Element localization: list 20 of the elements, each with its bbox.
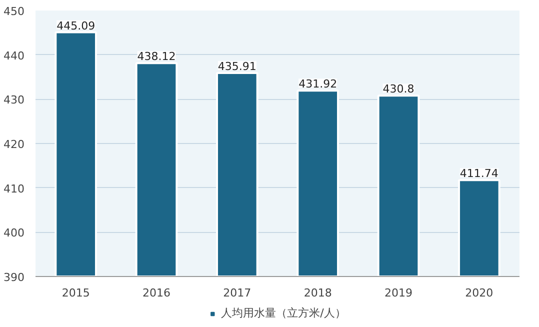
data-label: 445.09 bbox=[56, 19, 96, 32]
data-label: 435.91 bbox=[218, 60, 256, 73]
y-tick-label: 400 bbox=[4, 226, 25, 240]
y-tick-label: 440 bbox=[4, 49, 25, 62]
data-label: 430.8 bbox=[382, 82, 414, 96]
data-label: 411.74 bbox=[460, 167, 498, 180]
y-tick-label: 420 bbox=[4, 138, 25, 151]
x-tick-label: 2015 bbox=[62, 286, 90, 300]
x-tick-label: 2016 bbox=[142, 286, 171, 300]
x-tick-label: 2017 bbox=[223, 286, 252, 300]
y-tick-label: 430 bbox=[4, 94, 25, 107]
data-label: 431.92 bbox=[298, 78, 338, 91]
y-tick-label: 410 bbox=[4, 182, 25, 196]
y-tick-label: 390 bbox=[4, 271, 25, 284]
x-tick-label: 2018 bbox=[304, 286, 332, 300]
x-tick-label: 2020 bbox=[465, 286, 494, 300]
data-label: 438.12 bbox=[137, 50, 176, 64]
x-tick-label: 2019 bbox=[384, 286, 413, 300]
y-tick-label: 450 bbox=[4, 5, 25, 18]
legend-label: 人均用水量（立方米/人） bbox=[221, 306, 346, 320]
